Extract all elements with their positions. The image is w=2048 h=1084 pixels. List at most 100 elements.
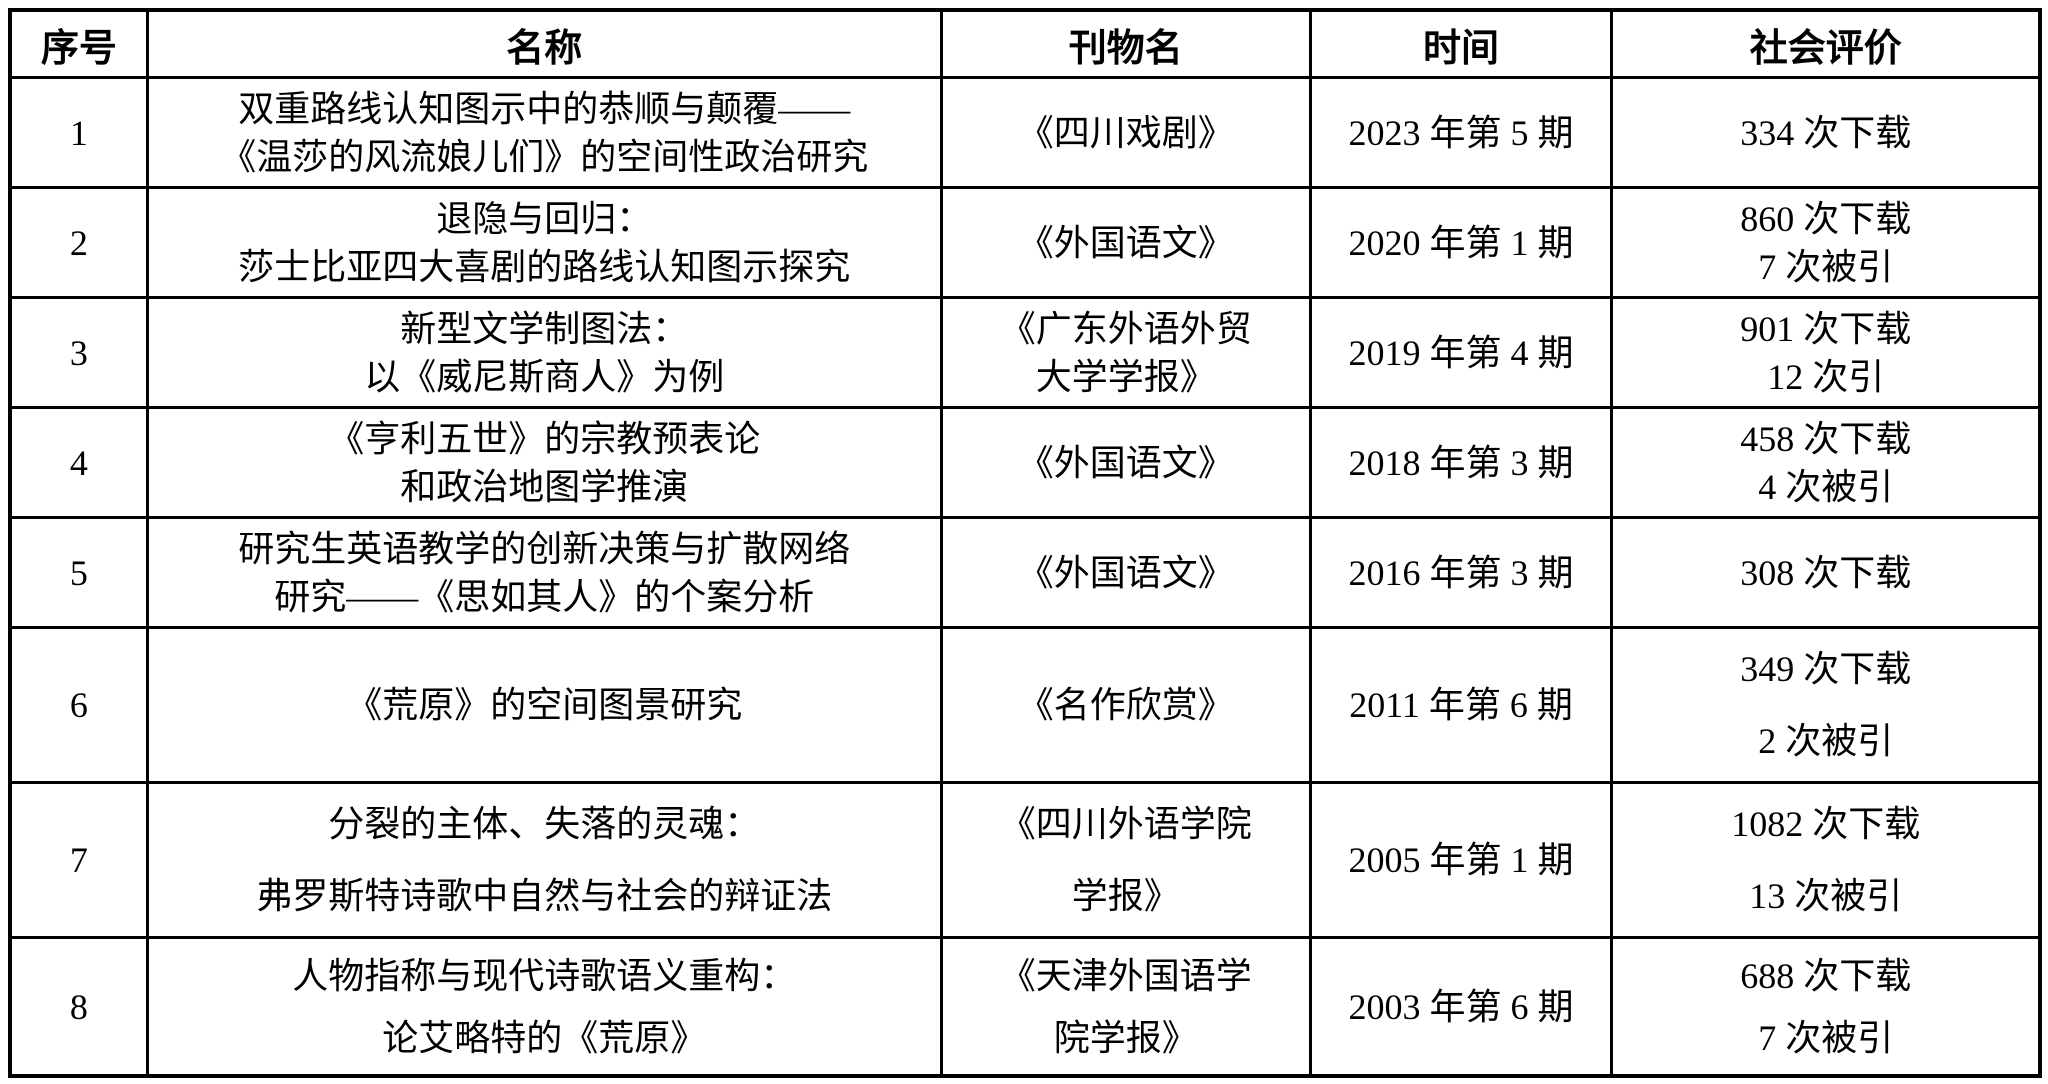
journal-line: 《广东外语外贸 (999, 308, 1252, 349)
journal-line: 《天津外国语学 (999, 955, 1252, 996)
row-number: 3 (69, 332, 88, 373)
time-value: 2020 年第 1 期 (1348, 222, 1574, 263)
column-header-evaluation: 社会评价 (1610, 12, 2038, 76)
column-header-journal: 刊物名 (939, 12, 1309, 76)
publications-table: 序号 名称 刊物名 时间 社会评价 1 双重路线认知图示中的恭顺与颠覆—— 《温莎的… (8, 8, 2042, 1078)
evaluation-cell: 1082 次下载 13 次被引 (1610, 784, 2038, 936)
title-cell: 分裂的主体、失落的灵魂： 弗罗斯特诗歌中自然与社会的辩证法 (145, 784, 940, 936)
time-value: 2016 年第 3 期 (1348, 552, 1574, 593)
row-number-cell: 4 (12, 409, 146, 516)
time-value: 2011 年第 6 期 (1349, 685, 1573, 725)
title-line: 退隐与回归： (436, 198, 653, 239)
column-header-label: 刊物名 (1068, 27, 1183, 70)
table-row: 7 分裂的主体、失落的灵魂： 弗罗斯特诗歌中自然与社会的辩证法 《四川外语学院 学报》 2… (12, 781, 2038, 936)
row-number-cell: 8 (12, 939, 146, 1074)
title-line: 论艾略特的《荒原》 (382, 1017, 707, 1058)
title-cell: 研究生英语教学的创新决策与扩散网络 研究——《思如其人》的个案分析 (145, 519, 940, 626)
title-cell: 双重路线认知图示中的恭顺与颠覆—— 《温莎的风流娘儿们》的空间性政治研究 (145, 79, 940, 186)
table-row: 4 《亨利五世》的宗教预表论 和政治地图学推演 《外国语文》 2018 年第 3 期 45… (12, 406, 2038, 516)
time-cell: 2019 年第 4 期 (1308, 299, 1611, 406)
evaluation-cell: 349 次下载 2 次被引 (1610, 629, 2038, 781)
row-number: 5 (69, 552, 88, 593)
journal-line: 大学学报》 (1035, 356, 1216, 397)
journal-cell: 《外国语文》 (939, 519, 1309, 626)
title-line: 莎士比亚四大喜剧的路线认知图示探究 (238, 246, 851, 287)
journal-cell: 《外国语文》 (939, 189, 1309, 296)
time-cell: 2011 年第 6 期 (1308, 629, 1611, 781)
evaluation-cell: 901 次下载 12 次引 (1610, 299, 2038, 406)
title-line: 和政治地图学推演 (400, 466, 689, 507)
time-cell: 2016 年第 3 期 (1308, 519, 1611, 626)
journal-line: 《外国语文》 (1017, 442, 1234, 483)
row-number-cell: 2 (12, 189, 146, 296)
journal-cell: 《四川戏剧》 (939, 79, 1309, 186)
row-number: 8 (69, 986, 88, 1027)
title-line: 人物指称与现代诗歌语义重构： (292, 955, 797, 996)
title-line: 新型文学制图法： (400, 308, 689, 349)
time-value: 2005 年第 1 期 (1348, 840, 1574, 880)
table-row: 8 人物指称与现代诗歌语义重构： 论艾略特的《荒原》 《天津外国语学 院学报》 2003 … (12, 936, 2038, 1074)
evaluation-line: 2 次被引 (1758, 721, 1894, 761)
time-value: 2019 年第 4 期 (1348, 332, 1574, 373)
time-value: 2018 年第 3 期 (1348, 442, 1574, 483)
time-cell: 2005 年第 1 期 (1308, 784, 1611, 936)
evaluation-cell: 308 次下载 (1610, 519, 2038, 626)
journal-line: 学报》 (1071, 876, 1180, 916)
evaluation-line: 12 次引 (1767, 356, 1885, 397)
table-row: 1 双重路线认知图示中的恭顺与颠覆—— 《温莎的风流娘儿们》的空间性政治研究 《四川戏… (12, 76, 2038, 186)
journal-line: 院学报》 (1053, 1017, 1198, 1058)
evaluation-cell: 334 次下载 (1610, 79, 2038, 186)
title-cell: 《亨利五世》的宗教预表论 和政治地图学推演 (145, 409, 940, 516)
row-number: 2 (69, 222, 88, 263)
evaluation-line: 860 次下载 (1740, 198, 1912, 239)
column-header-time: 时间 (1308, 12, 1611, 76)
evaluation-cell: 860 次下载 7 次被引 (1610, 189, 2038, 296)
title-cell: 人物指称与现代诗歌语义重构： 论艾略特的《荒原》 (145, 939, 940, 1074)
table-header-row: 序号 名称 刊物名 时间 社会评价 (12, 12, 2038, 76)
title-line: 研究生英语教学的创新决策与扩散网络 (238, 528, 851, 569)
evaluation-line: 1082 次下载 (1731, 804, 1921, 844)
time-cell: 2003 年第 6 期 (1308, 939, 1611, 1074)
evaluation-line: 349 次下载 (1740, 649, 1912, 689)
table-row: 6 《荒原》的空间图景研究 《名作欣赏》 2011 年第 6 期 349 次下载 2 次被… (12, 626, 2038, 781)
column-header-title: 名称 (145, 12, 940, 76)
evaluation-line: 7 次被引 (1758, 246, 1894, 287)
evaluation-cell: 458 次下载 4 次被引 (1610, 409, 2038, 516)
title-line: 双重路线认知图示中的恭顺与颠覆—— (238, 88, 851, 129)
row-number-cell: 6 (12, 629, 146, 781)
time-cell: 2018 年第 3 期 (1308, 409, 1611, 516)
title-line: 弗罗斯特诗歌中自然与社会的辩证法 (256, 876, 833, 916)
row-number: 6 (69, 685, 88, 725)
column-header-label: 名称 (506, 27, 583, 70)
evaluation-line: 13 次被引 (1749, 876, 1903, 916)
journal-cell: 《广东外语外贸 大学学报》 (939, 299, 1309, 406)
evaluation-line: 458 次下载 (1740, 418, 1912, 459)
table-row: 2 退隐与回归： 莎士比亚四大喜剧的路线认知图示探究 《外国语文》 2020 年第 1 … (12, 186, 2038, 296)
title-line: 分裂的主体、失落的灵魂： (328, 804, 761, 844)
row-number-cell: 5 (12, 519, 146, 626)
evaluation-line: 4 次被引 (1758, 466, 1894, 507)
title-line: 《荒原》的空间图景研究 (346, 685, 743, 725)
row-number: 4 (69, 442, 88, 483)
row-number-cell: 1 (12, 79, 146, 186)
column-header-label: 社会评价 (1749, 27, 1902, 70)
evaluation-line: 688 次下载 (1740, 955, 1912, 996)
row-number-cell: 7 (12, 784, 146, 936)
table-row: 3 新型文学制图法： 以《威尼斯商人》为例 《广东外语外贸 大学学报》 2019 年第 4… (12, 296, 2038, 406)
title-line: 《温莎的风流娘儿们》的空间性政治研究 (220, 136, 869, 177)
time-value: 2023 年第 5 期 (1348, 112, 1574, 153)
title-cell: 新型文学制图法： 以《威尼斯商人》为例 (145, 299, 940, 406)
journal-line: 《外国语文》 (1017, 222, 1234, 263)
evaluation-line: 334 次下载 (1740, 112, 1912, 153)
journal-line: 《名作欣赏》 (1017, 685, 1234, 725)
title-line: 以《威尼斯商人》为例 (364, 356, 725, 397)
row-number: 7 (69, 840, 88, 880)
title-line: 《亨利五世》的宗教预表论 (328, 418, 761, 459)
evaluation-cell: 688 次下载 7 次被引 (1610, 939, 2038, 1074)
column-header-label: 时间 (1423, 27, 1500, 70)
journal-cell: 《名作欣赏》 (939, 629, 1309, 781)
journal-line: 《外国语文》 (1017, 552, 1234, 593)
evaluation-line: 7 次被引 (1758, 1017, 1894, 1058)
table-row: 5 研究生英语教学的创新决策与扩散网络 研究——《思如其人》的个案分析 《外国语文》 2… (12, 516, 2038, 626)
